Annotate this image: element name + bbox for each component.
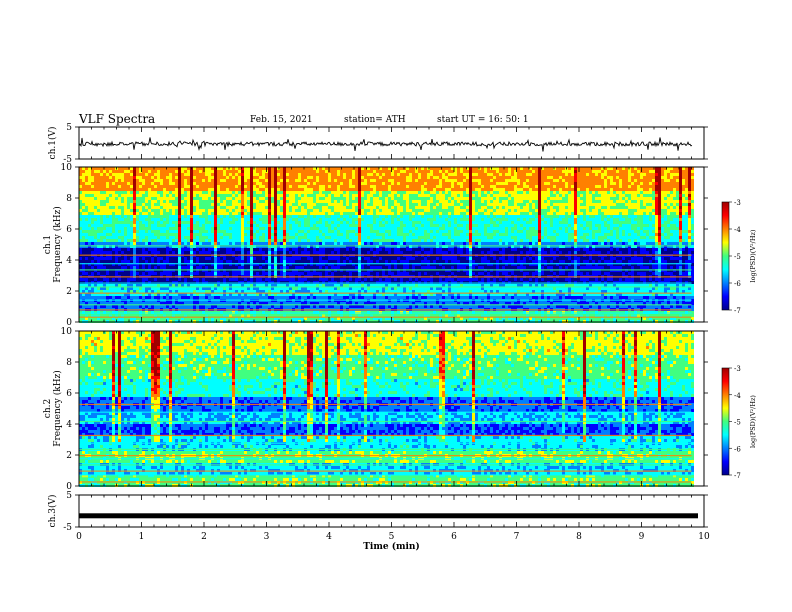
y-axis-label: Frequency (kHz)	[52, 206, 63, 283]
y-tick-label: 4	[66, 256, 72, 266]
colorbar-tick-label: -5	[734, 419, 741, 427]
colorbar-label: log(PSD)(V²/Hz)	[749, 395, 757, 448]
colorbar-tick-label: -4	[734, 226, 741, 234]
colorbar-tick-label: -5	[734, 253, 741, 261]
y-tick-label: 5	[66, 123, 72, 133]
x-tick-label: 10	[698, 532, 710, 542]
x-tick-label: 4	[326, 532, 332, 542]
x-tick-label: 6	[451, 532, 457, 542]
y-tick-label: -5	[63, 523, 72, 533]
y-axis-label: ch.1(V)	[47, 127, 58, 160]
colorbar-tick-label: -4	[734, 392, 741, 400]
x-tick-label: 9	[639, 532, 645, 542]
x-tick-label: 3	[264, 532, 270, 542]
x-tick-label: 2	[201, 532, 207, 542]
x-tick-label: 5	[389, 532, 395, 542]
y-tick-label: 4	[66, 420, 72, 430]
y-axis-label: ch.1	[43, 235, 53, 254]
y-axis-label: ch.2	[43, 399, 53, 418]
colorbar-1	[722, 202, 729, 310]
y-tick-label: 8	[66, 358, 72, 368]
ch3-waveform-trace	[79, 513, 698, 518]
x-tick-label: 1	[139, 532, 145, 542]
x-tick-label: 8	[576, 532, 582, 542]
y-tick-label: 10	[61, 163, 73, 173]
x-tick-label: 0	[76, 532, 82, 542]
spectrogram-1	[79, 167, 694, 323]
y-axis-label: Frequency (kHz)	[52, 370, 63, 447]
y-tick-label: 8	[66, 194, 72, 204]
colorbar-tick-label: -6	[734, 280, 741, 288]
y-axis-label: ch.3(V)	[47, 495, 58, 528]
colorbar-tick-label: -7	[734, 472, 741, 480]
y-tick-label: 10	[61, 327, 73, 337]
colorbar-tick-label: -6	[734, 445, 741, 453]
y-tick-label: 6	[66, 225, 72, 235]
x-axis-label: Time (min)	[363, 541, 420, 552]
x-tick-label: 7	[514, 532, 520, 542]
colorbar-tick-label: -3	[734, 365, 741, 373]
colorbar-2	[722, 368, 729, 475]
y-tick-label: 5	[66, 491, 72, 501]
y-tick-label: 2	[66, 451, 72, 461]
colorbar-tick-label: -3	[734, 199, 741, 207]
y-tick-label: 6	[66, 389, 72, 399]
colorbar-label: log(PSD)(V²/Hz)	[749, 229, 757, 282]
spectrogram-2	[79, 331, 694, 487]
y-tick-label: 2	[66, 287, 72, 297]
ch1-waveform-trace	[79, 138, 692, 152]
colorbar-tick-label: -7	[734, 307, 741, 315]
